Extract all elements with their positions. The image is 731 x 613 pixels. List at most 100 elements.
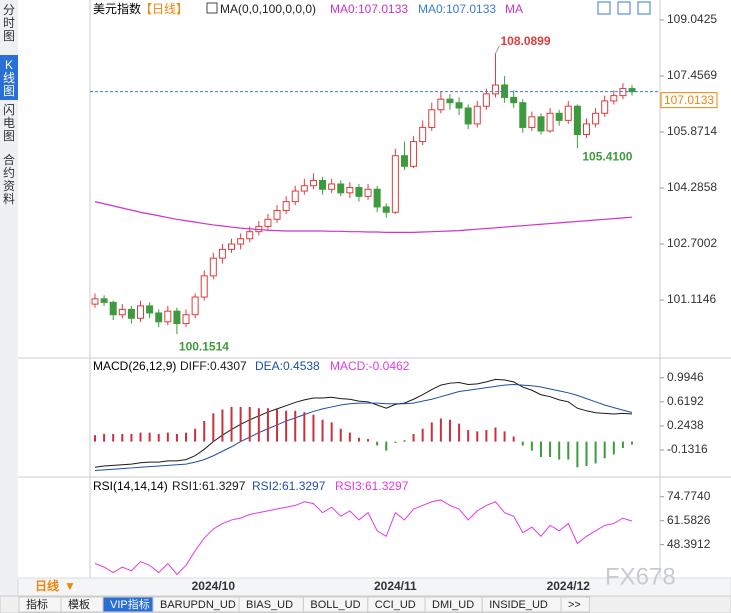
tab-label[interactable]: BOLL_UD: [310, 599, 360, 611]
tab-label[interactable]: VIP指标: [110, 597, 150, 611]
legend-entry: MA0:107.0133: [330, 2, 408, 16]
candle-body: [209, 257, 217, 277]
tab-label[interactable]: 模板: [68, 597, 90, 611]
y-tick-label: 48.3912: [667, 537, 711, 551]
sidebar-tab[interactable]: 图: [3, 129, 15, 143]
candle-body: [191, 296, 199, 316]
sidebar-tab[interactable]: 约: [3, 165, 15, 180]
candle-body: [446, 98, 454, 104]
y-tick-label: 0.2438: [667, 418, 704, 432]
tab-label[interactable]: BARUPDN_UD: [160, 599, 236, 611]
candle-body: [382, 206, 390, 213]
sidebar-tab[interactable]: 料: [3, 192, 15, 206]
candle-body: [601, 100, 609, 114]
candle-body: [573, 105, 581, 136]
x-tick-label: 2024/11: [374, 579, 417, 593]
legend-entry: RSI3:61.3297: [335, 479, 409, 493]
candle-body: [273, 209, 281, 220]
sidebar-tab[interactable]: 电: [3, 116, 15, 130]
y-tick-label: 61.5826: [667, 513, 711, 527]
candle-body: [291, 190, 299, 203]
watermark: FX678: [605, 563, 676, 590]
candle-body: [127, 308, 135, 319]
legend-entry: MA: [505, 2, 523, 16]
candle-body: [118, 308, 126, 316]
candle-body: [410, 141, 418, 167]
ma-line: [94, 201, 633, 233]
candle-body: [164, 310, 172, 323]
legend-entry: MA(0,0,100,0,0,0): [220, 2, 316, 16]
last-price-label: 107.0133: [664, 93, 714, 107]
candle-body: [519, 102, 527, 128]
candle-body: [537, 116, 545, 132]
period: 【日线】: [140, 2, 188, 16]
y-tick-label: 74.7740: [667, 489, 711, 503]
y-tick-label: 105.8714: [667, 124, 717, 138]
tab-label[interactable]: CCI_UD: [375, 599, 416, 611]
candle-body: [610, 95, 618, 102]
candle-body: [437, 98, 445, 111]
tab-label[interactable]: 指标: [26, 597, 48, 611]
sidebar-tab[interactable]: 资: [3, 179, 15, 193]
candle-body: [319, 179, 327, 190]
candle-body: [200, 275, 208, 298]
candle-body: [546, 112, 554, 132]
x-tick-label: 2024/12: [547, 579, 591, 593]
candle-body: [91, 298, 99, 305]
period-select[interactable]: 日线: [35, 578, 59, 593]
sidebar-tab[interactable]: 图: [3, 84, 15, 98]
window-icons: [206, 1, 651, 15]
candle-body: [100, 298, 108, 303]
candle-body: [564, 105, 572, 121]
y-tick-label: 0.9946: [667, 370, 704, 384]
candle-body: [237, 238, 245, 245]
candle-body: [419, 126, 427, 143]
dropdown-arrow[interactable]: ▼: [64, 579, 76, 593]
tab-label[interactable]: BIAS_UD: [246, 599, 293, 611]
candle-body: [346, 187, 354, 194]
tab-label[interactable]: DMI_UD: [432, 599, 474, 611]
tab-label[interactable]: INSIDE_UD: [489, 599, 548, 611]
tab-label[interactable]: >>: [568, 599, 581, 611]
icon[interactable]: [206, 2, 218, 14]
candle-body: [246, 231, 254, 240]
macd-line: [94, 378, 633, 468]
macd-line: [94, 383, 633, 472]
y-tick-label: 0.6192: [667, 394, 704, 408]
sidebar-tab[interactable]: 线: [3, 71, 15, 85]
candle-body: [455, 102, 463, 109]
icon[interactable]: [617, 1, 631, 15]
candle-body: [510, 96, 518, 104]
candle-body: [218, 248, 226, 259]
legend-entry: RSI1:61.3297: [172, 479, 246, 493]
legend-entry: DIFF:0.4307: [180, 359, 247, 373]
candle-body: [555, 112, 563, 121]
sidebar-tab[interactable]: K: [5, 58, 13, 72]
y-tick-label: 104.2858: [667, 180, 717, 194]
annotation: 100.1514: [179, 339, 229, 353]
candle-body: [592, 112, 600, 125]
candle-body: [355, 187, 363, 197]
y-tick-label: 102.7002: [667, 236, 717, 250]
candle-body: [528, 116, 536, 128]
sidebar-tab[interactable]: 图: [3, 29, 15, 43]
sidebar-tab[interactable]: 时: [3, 16, 15, 30]
icon[interactable]: [597, 1, 611, 15]
sidebar-tab[interactable]: 闪: [3, 103, 15, 117]
y-tick-label: 107.4569: [667, 68, 717, 82]
sidebar-tab[interactable]: 分: [3, 3, 15, 17]
candle-body: [373, 188, 381, 208]
annotation-leader: [495, 45, 500, 54]
icon[interactable]: [637, 1, 651, 15]
tab[interactable]: [560, 596, 590, 613]
candle-body: [146, 305, 154, 314]
legend-entry: RSI2:61.3297: [252, 479, 326, 493]
sidebar-active: [0, 55, 18, 100]
sidebar-tab[interactable]: 合: [3, 152, 15, 167]
candle-body: [300, 185, 308, 192]
annotation: 108.0899: [500, 34, 550, 48]
rsi-title: RSI(14,14,14): [93, 479, 168, 493]
x-tick-label: 2024/10: [192, 579, 236, 593]
candle-body: [428, 109, 436, 128]
